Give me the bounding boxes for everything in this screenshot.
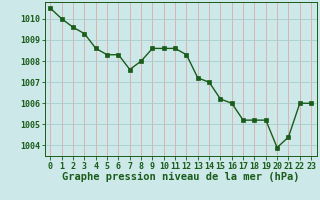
X-axis label: Graphe pression niveau de la mer (hPa): Graphe pression niveau de la mer (hPa) bbox=[62, 172, 300, 182]
